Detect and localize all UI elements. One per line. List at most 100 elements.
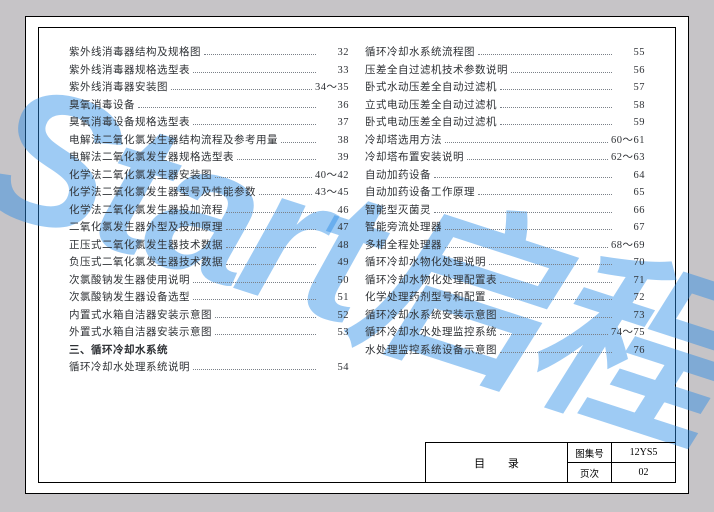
toc-entry: 智能型灭菌灵 66 [365,206,645,217]
toc-entry: 压差全自过滤机技术参数说明56 [365,66,645,77]
meta-row-set-no: 图集号 12YS5 [568,443,675,463]
toc-entry-title: 化学法二氧化氯发生器安装图 [69,171,212,182]
toc-entry-page: 48 [319,241,349,252]
toc-leader-dots [204,54,316,55]
toc-leader-dots [193,369,316,370]
toc-entry: 外置式水箱自洁器安装示意图 53 [69,328,349,339]
toc-entry-title: 立式电动压差全自动过滤机 [365,101,497,112]
toc-entry-title: 化学法二氧化氯发生器投加流程 [69,206,223,217]
toc-entry-title: 多相全程处理器 [365,241,442,252]
toc-entry: 负压式二氧化氯发生器技术数据 49 [69,258,349,269]
toc-entry-title: 智能型灭菌灵 [365,206,431,217]
toc-leader-dots [467,159,608,160]
toc-entry-title: 压差全自过滤机技术参数说明 [365,66,508,77]
toc-entry-page: 72 [615,293,645,304]
toc-entry-title: 循环冷却水系统流程图 [365,48,475,59]
toc-entry-page: 55 [615,48,645,59]
toc-entry-page: 58 [615,101,645,112]
toc-entry-title: 冷却塔布置安装说明 [365,153,464,164]
toc-leader-dots [226,247,316,248]
toc-entry: 循环冷却水水处理监控系统74～75 [365,328,645,339]
toc-leader-dots [193,299,316,300]
toc-entry: 紫外线消毒器结构及规格图 32 [69,48,349,59]
toc-leader-dots [434,177,612,178]
toc-entry-page: 71 [615,276,645,287]
toc-entry-page: 60～61 [611,136,645,147]
toc-entry-page: 52 [319,311,349,322]
toc-leader-dots [226,229,316,230]
toc-entry: 二氧化氯发生器外型及投加原理47 [69,223,349,234]
toc-entry-page: 32 [319,48,349,59]
toc-entry-page: 33 [319,66,349,77]
toc-entry-page: 51 [319,293,349,304]
toc-section-heading: 三、循环冷却水系统 [69,346,349,357]
toc-entry: 立式电动压差全自动过滤机 58 [365,101,645,112]
toc-entry-page: 54 [319,363,349,374]
toc-leader-dots [478,54,612,55]
toc-entry-page: 37 [319,118,349,129]
toc-entry-page: 49 [319,258,349,269]
title-block: 目 录 图集号 12YS5 页次 02 [425,442,675,482]
toc-entry-title: 次氯酸钠发生器使用说明 [69,276,190,287]
toc-leader-dots [138,107,316,108]
toc-entry-page: 66 [615,206,645,217]
toc-entry: 紫外线消毒器规格选型表33 [69,66,349,77]
toc-entry: 化学处理药剂型号和配置72 [365,293,645,304]
toc-leader-dots [434,212,612,213]
toc-entry: 电解法二氧化氯发生器结构流程及参考用量 38 [69,136,349,147]
toc-entry-title: 电解法二氧化氯发生器结构流程及参考用量 [69,136,278,147]
toc-entry-title: 紫外线消毒器安装图 [69,83,168,94]
toc-entry-page: 73 [615,311,645,322]
toc-entry-title: 循环冷却水物化处理说明 [365,258,486,269]
inner-frame: Start启程 紫外线消毒器结构及规格图32紫外线消毒器规格选型表33紫外线消毒… [38,27,676,483]
toc-entry-page: 40～42 [315,171,349,182]
toc-entry-page: 57 [615,83,645,94]
toc-entry-title: 卧式水动压差全自动过滤机 [365,83,497,94]
toc-entry-title: 次氯酸钠发生器设备选型 [69,293,190,304]
toc-entry: 电解法二氧化氯发生器规格选型表39 [69,153,349,164]
toc-entry-page: 65 [615,188,645,199]
toc-entry: 卧式水动压差全自动过滤机 57 [365,83,645,94]
toc-leader-dots [193,72,316,73]
toc-entry-page: 36 [319,101,349,112]
toc-leader-dots [500,317,612,318]
toc-leader-dots [500,124,612,125]
toc-entry: 水处理监控系统设备示意图76 [365,346,645,357]
toc-entry-page: 39 [319,153,349,164]
toc-entry-title: 化学法二氧化氯发生器型号及性能参数 [69,188,256,199]
toc-entry: 循环冷却水系统安装示意图 73 [365,311,645,322]
toc-leader-dots [489,299,612,300]
toc-leader-dots [500,282,612,283]
toc-entry-page: 70 [615,258,645,269]
toc-leader-dots [171,89,312,90]
toc-entry: 内置式水箱自洁器安装示意图52 [69,311,349,322]
toc-entry-title: 循环冷却水系统安装示意图 [365,311,497,322]
toc-entry-title: 水处理监控系统设备示意图 [365,346,497,357]
toc-entry: 多相全程处理器68～69 [365,241,645,252]
toc-entry-title: 负压式二氧化氯发生器技术数据 [69,258,223,269]
toc-entry: 循环冷却水处理系统说明54 [69,363,349,374]
toc-entry: 化学法二氧化氯发生器安装图 40～42 [69,171,349,182]
toc-leader-dots [215,334,316,335]
meta-key: 图集号 [568,443,612,462]
toc-entry-title: 二氧化氯发生器外型及投加原理 [69,223,223,234]
toc-entry-title: 紫外线消毒器结构及规格图 [69,48,201,59]
toc-leader-dots [511,72,612,73]
toc-entry: 自动加药设备工作原理65 [365,188,645,199]
toc-leader-dots [500,107,612,108]
toc-entry: 智能旁流处理器67 [365,223,645,234]
footer-meta: 图集号 12YS5 页次 02 [567,442,675,482]
toc-leader-dots [445,229,612,230]
toc-leader-dots [500,334,608,335]
toc-entry-page: 53 [319,328,349,339]
toc-entry-title: 外置式水箱自洁器安装示意图 [69,328,212,339]
toc-entry-title: 臭氧消毒设备 [69,101,135,112]
meta-row-page-no: 页次 02 [568,463,675,482]
toc-entry-title: 臭氧消毒设备规格选型表 [69,118,190,129]
toc-leader-dots [226,212,316,213]
toc-entry-title: 三、循环冷却水系统 [69,346,168,357]
toc-content: 紫外线消毒器结构及规格图 32 紫外线消毒器规格选型表33 紫外线消毒器安装图 34～3… [69,48,645,437]
toc-entry-page: 34～35 [315,83,349,94]
toc-entry-page: 38 [319,136,349,147]
toc-entry: 自动加药设备64 [365,171,645,182]
